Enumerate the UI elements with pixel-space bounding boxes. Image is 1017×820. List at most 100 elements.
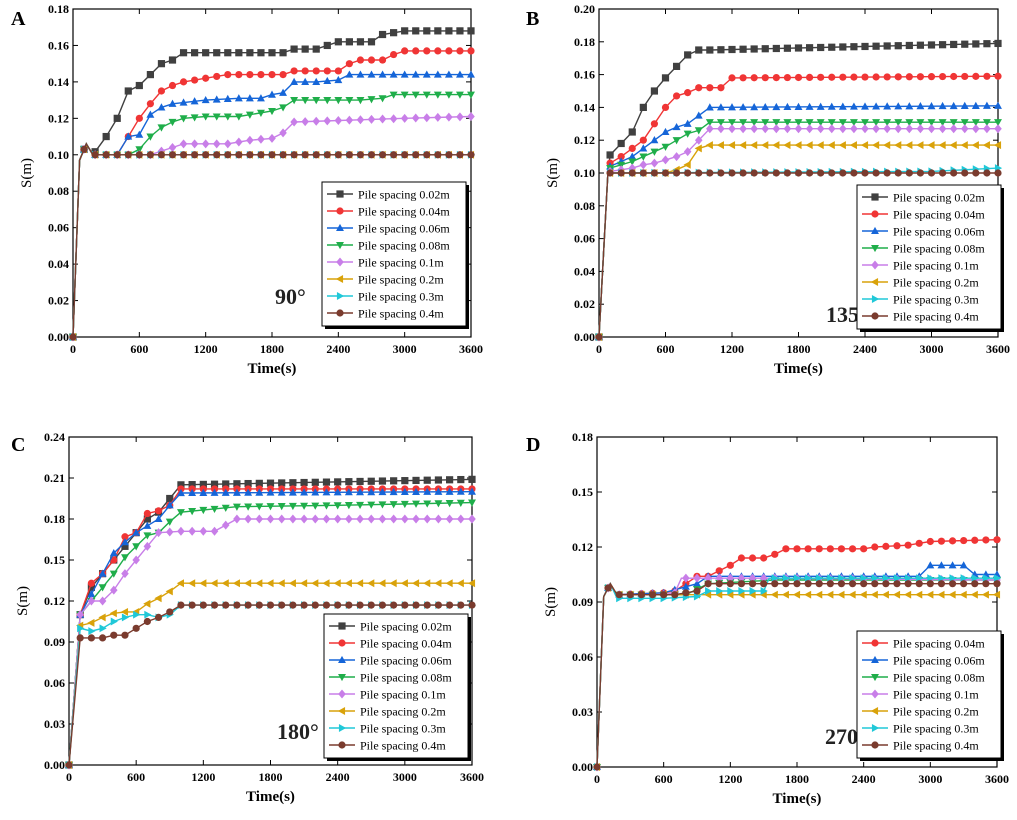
y-tick-label: 0.09 [44, 635, 65, 649]
data-point [916, 141, 924, 150]
data-point [179, 78, 188, 86]
y-tick-label: 0.12 [48, 111, 69, 125]
data-point [245, 94, 254, 102]
data-point [637, 591, 646, 599]
y-tick-label: 0.14 [574, 100, 595, 114]
data-point [389, 70, 398, 78]
data-point [199, 601, 207, 609]
data-point [816, 119, 825, 127]
y-tick-label: 0.09 [572, 595, 593, 609]
data-point [694, 135, 703, 145]
data-point [971, 101, 980, 109]
data-point [759, 590, 767, 599]
data-point [455, 91, 464, 99]
data-point [378, 56, 387, 64]
data-point [334, 478, 342, 486]
data-point [949, 574, 957, 583]
data-point [870, 590, 878, 599]
data-point [400, 500, 409, 509]
data-point [311, 502, 320, 510]
data-point [378, 601, 387, 609]
data-point [146, 151, 154, 159]
data-point [805, 141, 813, 150]
data-point [938, 41, 947, 49]
data-point [628, 158, 637, 166]
legend-swatch-marker [871, 295, 880, 303]
data-point [628, 144, 636, 152]
data-point [783, 119, 792, 127]
data-point [905, 574, 913, 583]
data-point [826, 580, 834, 588]
legend-swatch-marker [337, 707, 346, 715]
data-point [705, 141, 713, 150]
legend-swatch-marker [338, 673, 346, 682]
data-point [121, 569, 129, 579]
data-point [110, 556, 118, 564]
data-point [793, 580, 801, 588]
data-point [444, 91, 453, 99]
data-point [187, 579, 196, 588]
data-point [257, 151, 265, 159]
data-point [423, 601, 431, 609]
data-point [201, 95, 210, 104]
data-point [109, 585, 118, 595]
panel-label: D [526, 434, 540, 456]
data-point [411, 113, 420, 123]
data-point [682, 573, 690, 583]
data-point [157, 103, 166, 111]
data-point [716, 141, 724, 150]
data-point [915, 539, 923, 547]
data-point [301, 97, 310, 105]
y-tick-label: 0.06 [44, 676, 65, 690]
series-pile-spacing-0-08m [65, 499, 476, 770]
data-point [423, 500, 432, 508]
data-point [390, 601, 398, 609]
data-point [993, 580, 1001, 588]
data-point [927, 169, 936, 177]
y-tick-label: 0.16 [48, 38, 69, 52]
data-point [916, 41, 925, 49]
legend-entry: Pile spacing 0.1m [893, 259, 979, 273]
data-point [883, 73, 891, 81]
data-point [948, 580, 957, 588]
data-point [860, 574, 868, 583]
data-point [202, 49, 210, 57]
data-point [245, 111, 254, 119]
legend: Pile spacing 0.04m Pile spacing 0.06m Pile… [856, 630, 1004, 761]
data-point [861, 169, 869, 177]
data-point [255, 488, 264, 496]
data-point [401, 514, 409, 524]
data-point [982, 141, 990, 150]
data-point [648, 591, 657, 599]
data-point [881, 590, 889, 599]
data-point [660, 591, 668, 599]
data-point [682, 589, 690, 597]
data-point [748, 554, 757, 562]
y-tick-label: 0.15 [572, 485, 593, 499]
data-point [715, 580, 723, 588]
data-point [121, 538, 129, 546]
data-point [120, 607, 129, 616]
legend-entry: Pile spacing 0.02m [360, 620, 452, 634]
data-point [706, 46, 714, 54]
data-point [401, 151, 409, 159]
data-point [300, 502, 309, 510]
data-point [728, 124, 736, 134]
data-point [650, 169, 659, 177]
legend-swatch-marker [336, 207, 344, 215]
data-point [927, 41, 936, 49]
x-tick-label: 2400 [852, 772, 876, 786]
data-point [423, 487, 432, 495]
data-point [244, 514, 252, 524]
data-point [289, 601, 297, 609]
data-point [268, 133, 276, 143]
data-point [960, 536, 968, 545]
data-point [817, 43, 825, 52]
data-point [794, 102, 803, 110]
data-point [782, 574, 791, 583]
legend-entry: Pile spacing 0.08m [358, 239, 450, 253]
data-point [345, 601, 353, 609]
data-point [761, 119, 770, 127]
legend-entry: Pile spacing 0.02m [358, 188, 450, 202]
data-point [345, 478, 353, 486]
